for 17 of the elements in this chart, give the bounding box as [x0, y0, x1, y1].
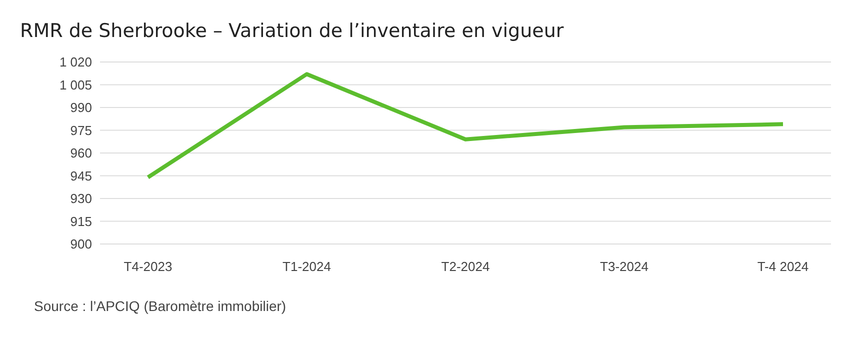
source-note: Source : l’APCIQ (Baromètre immobilier) [33, 297, 288, 314]
chart-title: RMR de Sherbrooke – Variation de l’inventaire en vigueur [20, 20, 564, 42]
y-tick-label: 900 [70, 236, 92, 252]
y-tick-label: 990 [70, 100, 92, 116]
x-tick-label: T1-2024 [282, 259, 331, 274]
line-series [146, 72, 785, 180]
y-tick-label: 930 [70, 191, 92, 206]
y-tick-label: 915 [70, 214, 92, 229]
x-tick-label: T4-2023 [124, 259, 172, 274]
x-tick-label: T2-2024 [441, 259, 490, 274]
x-tick-label: T3-2024 [600, 259, 648, 274]
y-tick-label: 1 005 [59, 77, 92, 92]
y-tick-label: 1 020 [59, 54, 92, 70]
y-tick-label: 945 [70, 168, 92, 184]
y-tick-label: 975 [70, 122, 92, 138]
y-tick-label: 960 [70, 146, 92, 161]
x-tick-label: T-4 2024 [757, 259, 809, 274]
